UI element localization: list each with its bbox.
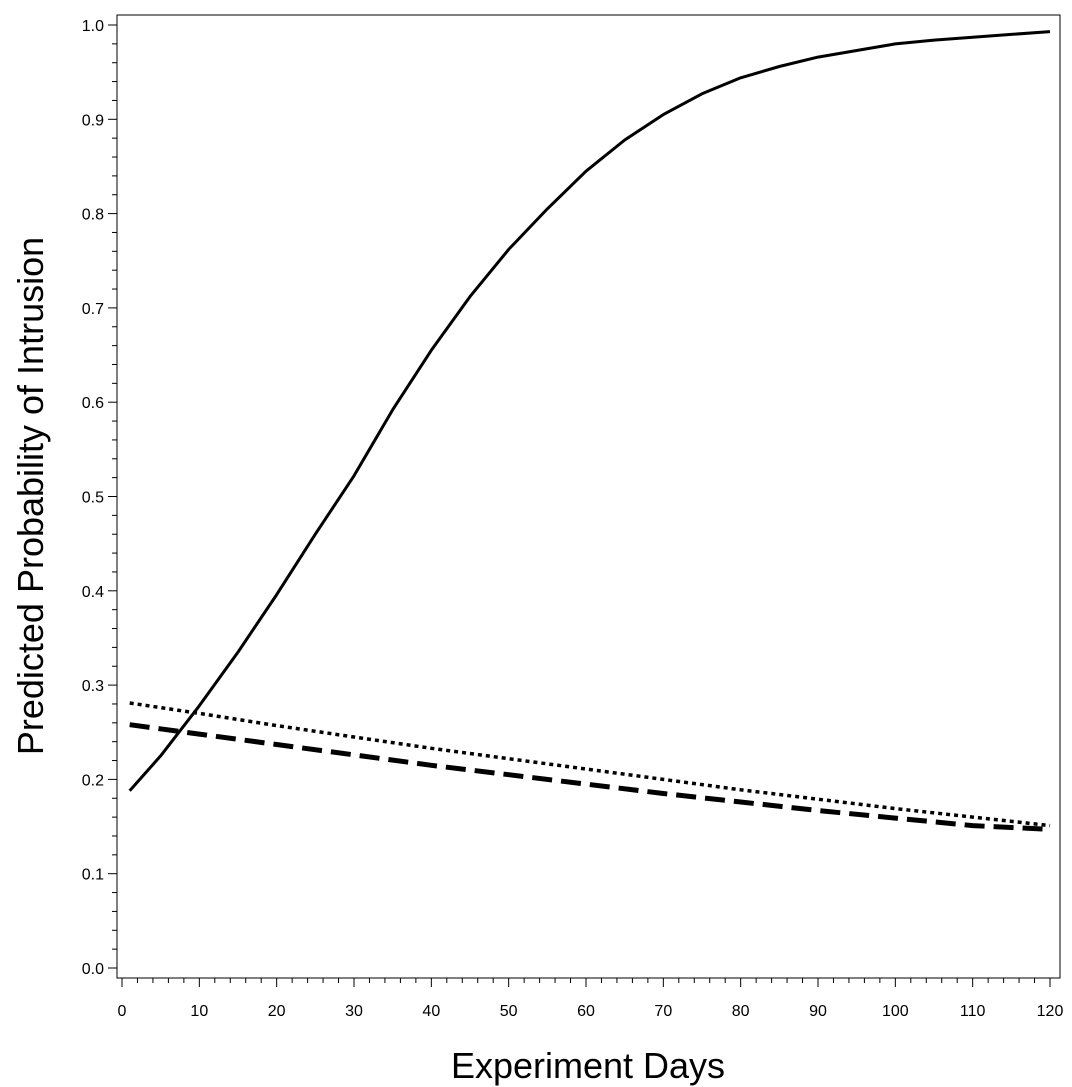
series-line-dashed (129, 722, 1051, 832)
tick-labels: 0 10 20 30 40 50 60 70 80 90 100 110 120 0.0 0.1 0.2 0.3… (82, 18, 1064, 1020)
x-axis-title: Experiment Days (451, 1045, 725, 1086)
x-tick-label: 80 (732, 1003, 750, 1020)
x-tick-label: 60 (577, 1003, 595, 1020)
x-tick-label: 20 (268, 1003, 286, 1020)
y-tick-label: 0.3 (82, 678, 104, 695)
y-tick-label: 0.5 (82, 490, 104, 507)
plot-frame (116, 14, 1061, 979)
y-tick-label: 0.6 (82, 395, 104, 412)
x-tick-label: 10 (190, 1003, 208, 1020)
y-tick-label: 0.4 (82, 584, 104, 601)
y-tick-label: 0.0 (82, 961, 104, 978)
x-tick-label: 70 (654, 1003, 672, 1020)
x-tick-label: 30 (345, 1003, 363, 1020)
y-tick-label: 0.7 (82, 301, 104, 318)
y-tick-label: 0.2 (82, 772, 104, 789)
x-tick-label: 110 (960, 1003, 986, 1020)
x-tick-label: 120 (1037, 1003, 1064, 1020)
series-line-dotted (129, 701, 1051, 828)
y-tick-label: 0.9 (82, 112, 104, 129)
y-tick-label: 1.0 (82, 18, 104, 35)
y-tick-label: 0.8 (82, 207, 104, 224)
y-axis-title: Predicted Probability of Intrusion (10, 237, 51, 755)
y-tick-label: 0.1 (82, 867, 104, 884)
x-tick-label: 0 (118, 1003, 127, 1020)
tick-marks (108, 24, 1051, 987)
x-tick-label: 100 (882, 1003, 909, 1020)
series-line-solid (128, 30, 1051, 792)
x-tick-label: 40 (422, 1003, 440, 1020)
x-tick-label: 90 (809, 1003, 827, 1020)
x-tick-label: 50 (500, 1003, 518, 1020)
series-layer (128, 30, 1051, 832)
